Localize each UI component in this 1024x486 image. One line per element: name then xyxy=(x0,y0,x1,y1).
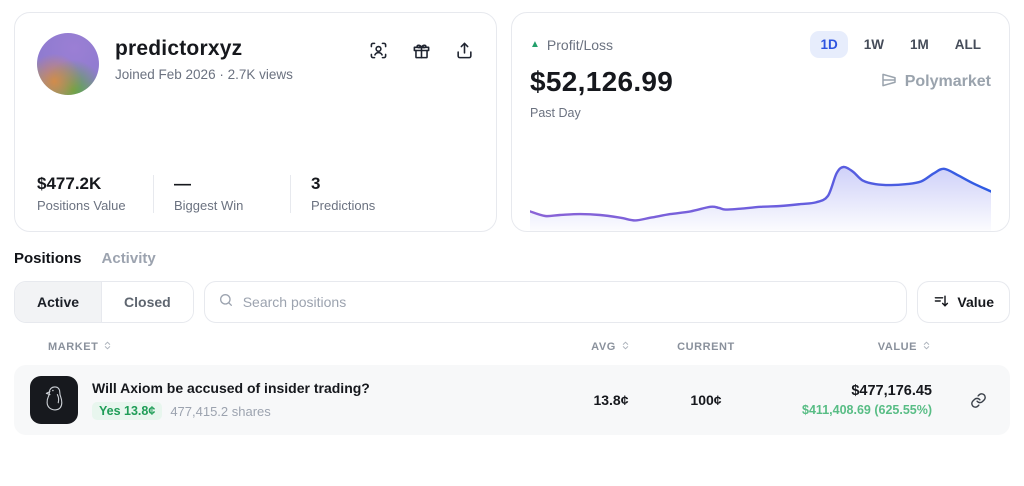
positions-toolbar: Active Closed Value xyxy=(0,281,1024,323)
polymarket-logo-icon xyxy=(880,71,898,94)
profile-identity: predictorxyz Joined Feb 2026 · 2.7K view… xyxy=(115,33,293,82)
value-cell: $477,176.45 $411,408.69 (625.55%) xyxy=(756,383,946,417)
market-cell: Will Axiom be accused of insider trading… xyxy=(14,376,566,424)
polymarket-wordmark: Polymarket xyxy=(904,73,991,90)
profile-card: predictorxyz Joined Feb 2026 · 2.7K view… xyxy=(14,12,497,232)
sort-value-button[interactable]: Value xyxy=(917,281,1010,323)
market-subline: Yes 13.8¢ 477,415.2 shares xyxy=(92,402,370,420)
market-title: Will Axiom be accused of insider trading… xyxy=(92,380,370,396)
segment-active[interactable]: Active xyxy=(15,282,103,322)
pnl-chart xyxy=(530,151,991,231)
market-thumbnail xyxy=(30,376,78,424)
profile-stats: $477.2K Positions Value — Biggest Win 3 … xyxy=(37,174,474,213)
avg-cell: 13.8¢ xyxy=(593,392,629,408)
avatar xyxy=(37,33,99,95)
pnl-label: Profit/Loss xyxy=(546,36,614,53)
link-cell xyxy=(946,392,1010,409)
scan-face-icon[interactable] xyxy=(369,41,388,60)
current-cell: 100¢ xyxy=(690,392,722,408)
position-row[interactable]: Will Axiom be accused of insider trading… xyxy=(14,365,1010,435)
stat-predictions: 3 Predictions xyxy=(311,174,376,213)
chain-link-icon[interactable] xyxy=(970,392,987,409)
triangle-up-icon: ▲ xyxy=(530,38,540,50)
tab-positions[interactable]: Positions xyxy=(14,250,82,267)
pnl-label-wrap: ▲ Profit/Loss xyxy=(530,37,613,53)
header-value[interactable]: VALUE xyxy=(756,340,946,354)
pnl-period: Past Day xyxy=(530,106,581,120)
search-box[interactable] xyxy=(203,281,908,323)
penguin-illustration xyxy=(37,381,71,420)
divider xyxy=(153,174,154,213)
sort-chevrons-icon xyxy=(921,340,932,354)
search-input[interactable] xyxy=(242,294,894,310)
sort-chevrons-icon xyxy=(620,340,631,354)
pnl-chart-svg xyxy=(530,165,991,231)
range-selector: 1D 1W 1M ALL xyxy=(810,31,991,58)
range-1w[interactable]: 1W xyxy=(854,31,894,58)
sort-button-label: Value xyxy=(957,294,994,310)
stat-positions-value: $477.2K Positions Value xyxy=(37,174,126,213)
polymarket-brand: Polymarket xyxy=(880,71,991,94)
profile-meta: Joined Feb 2026 · 2.7K views xyxy=(115,67,293,82)
shares-count: 477,415.2 shares xyxy=(170,403,271,419)
positions-table-header: MARKET AVG CURRENT VALUE xyxy=(14,323,1010,365)
range-1d[interactable]: 1D xyxy=(810,31,848,58)
header-avg[interactable]: AVG xyxy=(566,340,656,354)
sort-descending-icon xyxy=(933,293,949,312)
position-pnl: $411,408.69 (625.55%) xyxy=(802,403,932,417)
range-1m[interactable]: 1M xyxy=(900,31,939,58)
pnl-mid: $52,126.99 Polymarket xyxy=(530,66,991,98)
position-value: $477,176.45 xyxy=(851,383,932,399)
gift-icon[interactable] xyxy=(412,41,431,60)
pnl-card: ▲ Profit/Loss 1D 1W 1M ALL $52,126.99 Po… xyxy=(511,12,1010,232)
range-all[interactable]: ALL xyxy=(945,31,991,58)
search-icon xyxy=(218,292,234,313)
segment-closed[interactable]: Closed xyxy=(102,282,193,322)
market-info: Will Axiom be accused of insider trading… xyxy=(92,380,370,420)
profile-actions xyxy=(369,33,474,60)
stat-biggest-win: — Biggest Win xyxy=(174,174,244,213)
status-segmented-control: Active Closed xyxy=(14,281,194,323)
pnl-header: ▲ Profit/Loss 1D 1W 1M ALL xyxy=(530,31,991,58)
outcome-badge: Yes 13.8¢ xyxy=(92,402,163,420)
divider xyxy=(290,174,291,213)
top-cards-row: predictorxyz Joined Feb 2026 · 2.7K view… xyxy=(0,0,1024,232)
section-tabs: Positions Activity xyxy=(0,232,1024,281)
header-market[interactable]: MARKET xyxy=(14,340,566,354)
profile-header: predictorxyz Joined Feb 2026 · 2.7K view… xyxy=(37,33,474,95)
pnl-amount: $52,126.99 xyxy=(530,66,674,97)
sort-chevrons-icon xyxy=(102,340,113,354)
username: predictorxyz xyxy=(115,37,243,60)
share-icon[interactable] xyxy=(455,41,474,60)
tab-activity[interactable]: Activity xyxy=(101,250,156,267)
header-current: CURRENT xyxy=(677,341,735,353)
